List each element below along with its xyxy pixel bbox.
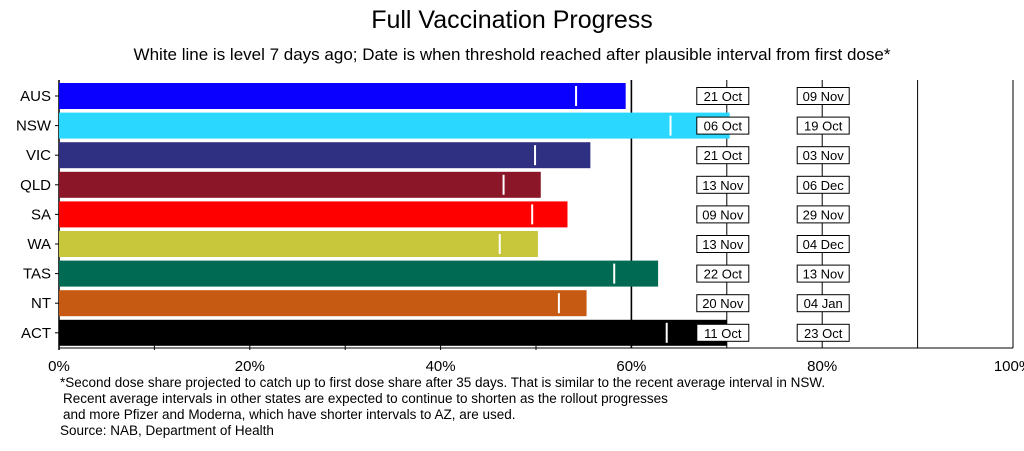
y-tick-label: TAS	[23, 266, 51, 283]
bar-nt	[59, 290, 587, 317]
x-tick-label: 60%	[616, 358, 646, 375]
bar-wa	[59, 231, 538, 257]
date-box	[796, 116, 850, 135]
date-box	[796, 294, 850, 313]
date-box	[696, 323, 750, 342]
y-tick-label: ACT	[21, 325, 51, 342]
date-label: 19 Oct	[804, 119, 843, 134]
date-box	[796, 235, 850, 253]
date-box	[696, 235, 750, 253]
date-box	[696, 175, 750, 194]
footnote-line: Source: NAB, Department of Health	[60, 423, 274, 438]
bar-qld	[59, 171, 541, 198]
date-label: 13 Nov	[702, 237, 744, 252]
date-label: 13 Nov	[803, 267, 845, 282]
date-box	[696, 146, 750, 165]
date-label: 22 Oct	[704, 267, 743, 282]
y-tick-label: QLD	[20, 177, 51, 194]
date-label: 06 Oct	[704, 119, 743, 134]
y-tick-label: SA	[31, 206, 51, 223]
bar-tas	[59, 260, 659, 287]
y-tick-label: VIC	[26, 147, 51, 164]
date-label: 03 Nov	[803, 148, 845, 163]
y-tick-label: AUS	[20, 88, 51, 105]
chart-subtitle: White line is level 7 days ago; Date is …	[133, 45, 891, 64]
date-box	[796, 205, 850, 224]
x-tick-label: 40%	[426, 358, 456, 375]
date-label: 04 Dec	[803, 237, 845, 252]
y-tick-label: NT	[31, 295, 51, 312]
date-box	[796, 175, 850, 194]
x-tick-label: 0%	[48, 358, 70, 375]
footnote-line: and more Pfizer and Moderna, which have …	[63, 407, 516, 422]
x-tick-label: 100%	[994, 358, 1024, 375]
date-box	[696, 294, 750, 313]
bar-act	[59, 319, 727, 346]
footnote-line: Recent average intervals in other states…	[63, 391, 668, 406]
date-box	[796, 87, 850, 105]
bar-aus	[59, 83, 626, 109]
date-box	[696, 87, 750, 105]
date-box	[796, 264, 850, 283]
date-label: 21 Oct	[704, 89, 743, 104]
date-label: 20 Nov	[702, 296, 744, 311]
date-label: 09 Nov	[702, 207, 744, 222]
date-label: 11 Oct	[704, 326, 742, 341]
date-label: 06 Dec	[803, 178, 845, 193]
bar-sa	[59, 201, 568, 228]
x-tick-label: 20%	[235, 358, 265, 375]
date-label: 23 Oct	[804, 326, 843, 341]
date-label: 29 Nov	[803, 207, 845, 222]
bar-nsw	[59, 112, 730, 139]
y-tick-label: WA	[27, 236, 51, 253]
footnote-line: *Second dose share projected to catch up…	[60, 375, 826, 390]
date-label: 21 Oct	[704, 148, 743, 163]
chart-title: Full Vaccination Progress	[371, 6, 653, 34]
date-box	[696, 205, 750, 224]
date-box	[796, 146, 850, 165]
date-label: 13 Nov	[702, 178, 744, 193]
date-box	[796, 323, 850, 342]
bar-vic	[59, 142, 591, 169]
date-label: 09 Nov	[803, 89, 845, 104]
date-label: 04 Jan	[804, 296, 843, 311]
y-tick-label: NSW	[16, 118, 52, 135]
x-tick-label: 80%	[807, 358, 837, 375]
date-box	[696, 264, 750, 283]
footnote: *Second dose share projected to catch up…	[60, 375, 825, 439]
date-box	[696, 116, 750, 135]
